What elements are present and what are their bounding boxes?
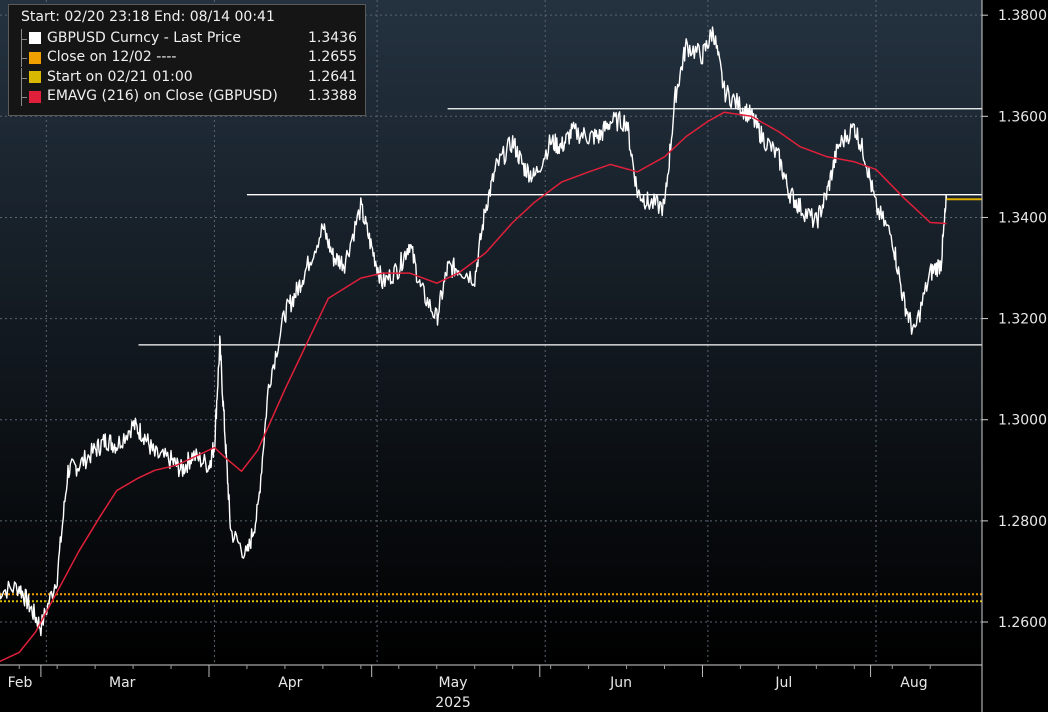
x-tick-label: Jul <box>774 675 792 691</box>
legend-item-emavg: EMAVG (216) on Close (GBPUSD) 1.3388 <box>21 87 357 107</box>
x-tick-label: Feb <box>8 675 33 691</box>
x-tick-label: Jun <box>609 675 632 691</box>
series-layer <box>0 26 982 663</box>
chart-legend: Start: 02/20 23:18 End: 08/14 00:41 GBPU… <box>8 4 366 116</box>
legend-label: Close on 12/02 ---- <box>47 49 177 65</box>
legend-swatch-red <box>29 90 41 103</box>
legend-swatch-white <box>29 32 41 45</box>
legend-label: GBPUSD Curncy - Last Price <box>47 29 241 46</box>
x-tick-label: Aug <box>900 675 927 691</box>
y-tick-label: 1.3200 <box>998 312 1047 328</box>
legend-label: Start on 02/21 01:00 <box>47 68 193 85</box>
y-tick-label: 1.3600 <box>998 109 1047 125</box>
legend-item-start: Start on 02/21 01:00 1.2641 <box>21 67 357 88</box>
x-tick-label: Mar <box>109 675 136 691</box>
y-tick-label: 1.3800 <box>998 8 1047 24</box>
legend-header: Start: 02/20 23:18 End: 08/14 00:41 <box>21 9 275 25</box>
series-last-price-line <box>0 26 948 637</box>
y-tick-label: 1.2800 <box>998 514 1047 530</box>
legend-tree-connector <box>21 48 29 68</box>
legend-tree-connector <box>21 87 29 107</box>
legend-value: 1.3388 <box>308 88 357 104</box>
series-emavg-line <box>0 111 947 663</box>
legend-value: 1.2641 <box>308 68 357 85</box>
legend-swatch-orange <box>29 51 41 64</box>
y-tick-label: 1.2600 <box>998 615 1047 631</box>
legend-tree-connector <box>21 28 29 48</box>
legend-value: 1.2655 <box>308 49 357 65</box>
x-year-label: 2025 <box>435 695 471 711</box>
legend-swatch-yellow <box>29 71 41 84</box>
x-tick-label: Apr <box>278 675 302 691</box>
legend-item-last-price: GBPUSD Curncy - Last Price 1.3436 <box>21 28 357 49</box>
y-tick-label: 1.3400 <box>998 210 1047 226</box>
y-tick-label: 1.3000 <box>998 413 1047 429</box>
legend-item-close: Close on 12/02 ---- 1.2655 <box>21 48 357 68</box>
legend-label: EMAVG (216) on Close (GBPUSD) <box>47 88 278 104</box>
x-tick-label: May <box>439 675 468 691</box>
legend-tree-connector <box>21 67 29 87</box>
legend-value: 1.3436 <box>308 29 357 46</box>
